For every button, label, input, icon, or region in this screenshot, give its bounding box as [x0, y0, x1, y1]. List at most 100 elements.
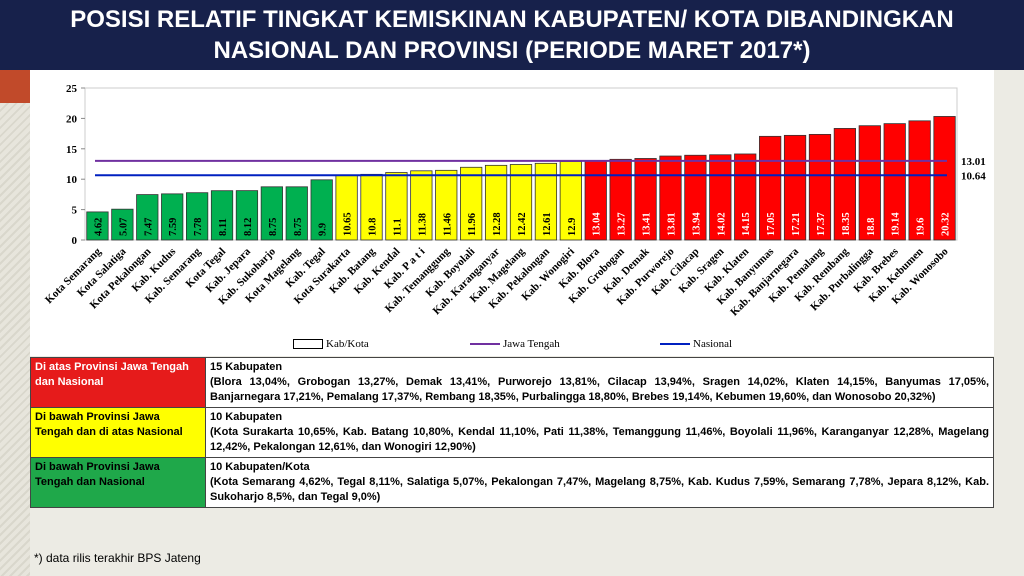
bar [659, 155, 682, 241]
bar [435, 169, 458, 241]
category-cell-between: Di bawah Provinsi Jawa Tengah dan di ata… [30, 407, 206, 458]
legend-swatch-nasional [660, 343, 690, 345]
data-label: 13.81 [666, 212, 677, 236]
bar [260, 186, 283, 241]
data-label: 7.47 [143, 218, 154, 236]
data-label: 11.1 [392, 218, 403, 236]
data-label: 14.02 [716, 212, 727, 236]
bar [684, 154, 707, 241]
data-label: 8.75 [293, 218, 304, 236]
category-cell-above: Di atas Provinsi Jawa Tengah dan Nasiona… [30, 357, 206, 408]
legend-item-kabkota: Kab/Kota [293, 338, 369, 350]
bar [410, 170, 433, 241]
data-label: 19.6 [916, 218, 927, 236]
bar [759, 135, 782, 241]
bar [908, 120, 931, 241]
data-label: 18.8 [866, 218, 877, 236]
data-label: 11.46 [442, 213, 453, 236]
bar [86, 211, 109, 241]
bar [310, 179, 333, 241]
bar [858, 125, 881, 241]
classification-table: Di atas Provinsi Jawa Tengah dan Nasiona… [30, 357, 994, 508]
detail-cell-between: 10 Kabupaten (Kota Surakarta 10,65%, Kab… [205, 407, 994, 458]
row-count: 15 Kabupaten [210, 361, 283, 373]
left-decoration [0, 70, 30, 576]
title-line-2: NASIONAL DAN PROVINSI (PERIODE MARET 201… [213, 37, 811, 64]
category-cell-below: Di bawah Provinsi Jawa Tengah dan Nasion… [30, 457, 206, 508]
data-label: 13.94 [691, 212, 702, 236]
data-label: 13.41 [642, 212, 653, 236]
data-label: 8.11 [218, 218, 229, 236]
data-label: 13.27 [617, 212, 628, 236]
bar [161, 193, 184, 241]
chart-legend: Kab/Kota Jawa Tengah Nasional [0, 338, 994, 354]
footnote: *) data rilis terakhir BPS Jateng [34, 551, 201, 565]
bar [509, 164, 533, 241]
data-label: 8.12 [243, 218, 254, 236]
bar [484, 164, 508, 241]
bar [883, 123, 906, 241]
bar [609, 158, 632, 241]
reference-line-label: 13.01 [961, 156, 986, 168]
bar [285, 186, 308, 241]
data-label: 10.8 [368, 218, 379, 236]
data-label: 12.61 [542, 212, 553, 236]
title-line-1: POSISI RELATIF TINGKAT KEMISKINAN KABUPA… [70, 6, 954, 33]
bar [534, 162, 558, 241]
bar [235, 190, 259, 241]
data-label: 11.96 [467, 213, 478, 236]
data-label: 5.07 [118, 218, 129, 236]
table-row: Di bawah Provinsi Jawa Tengah dan Nasion… [30, 457, 994, 508]
bar [186, 192, 209, 241]
legend-label-jateng: Jawa Tengah [503, 338, 560, 350]
legend-label-kabkota: Kab/Kota [326, 338, 369, 350]
y-tick-label: 5 [72, 205, 78, 217]
bar [210, 190, 234, 241]
data-label: 8.75 [268, 218, 279, 236]
y-tick-label: 15 [66, 144, 78, 156]
bar [833, 128, 856, 241]
bar [385, 172, 408, 241]
y-tick-label: 20 [66, 113, 78, 125]
table-row: Di bawah Provinsi Jawa Tengah dan di ata… [30, 407, 994, 458]
bar [136, 194, 159, 241]
y-tick-label: 0 [72, 235, 78, 247]
row-count: 10 Kabupaten/Kota [210, 461, 310, 473]
legend-item-nasional: Nasional [660, 338, 732, 350]
legend-item-jateng: Jawa Tengah [470, 338, 560, 350]
chart-area: 0 5 10 15 20 25 4.62 Kota Semarang 5.07 Kota Sala… [30, 70, 994, 356]
data-label: 11.38 [417, 213, 428, 236]
detail-cell-below: 10 Kabupaten/Kota (Kota Semarang 4,62%, … [205, 457, 994, 508]
data-label: 20.32 [941, 212, 952, 236]
row-count: 10 Kabupaten [210, 411, 283, 423]
data-label: 4.62 [93, 218, 104, 236]
data-label: 12.9 [567, 218, 578, 236]
legend-swatch-kabkota [293, 339, 323, 349]
table-row: Di atas Provinsi Jawa Tengah dan Nasiona… [30, 357, 994, 408]
data-label: 18.35 [841, 212, 852, 236]
legend-swatch-jateng [470, 343, 500, 345]
row-detail: (Kota Semarang 4,62%, Tegal 8,11%, Salat… [210, 476, 989, 503]
data-label: 13.04 [592, 212, 603, 236]
detail-cell-above: 15 Kabupaten (Blora 13,04%, Grobogan 13,… [205, 357, 994, 408]
page-title: POSISI RELATIF TINGKAT KEMISKINAN KABUPA… [40, 4, 984, 66]
bar [634, 158, 657, 241]
data-label: 17.21 [791, 212, 802, 236]
data-label: 7.78 [193, 218, 204, 236]
data-label: 12.28 [492, 212, 503, 236]
data-label: 19.14 [891, 212, 902, 236]
data-label: 7.59 [168, 218, 179, 236]
reference-line-label: 10.64 [961, 170, 986, 182]
y-tick-label: 10 [66, 174, 78, 186]
data-label: 12.42 [517, 212, 528, 236]
data-label: 9.9 [318, 223, 329, 236]
data-label: 17.37 [816, 212, 827, 236]
data-label: 17.05 [766, 212, 777, 236]
bar [933, 116, 956, 241]
title-bar: POSISI RELATIF TINGKAT KEMISKINAN KABUPA… [0, 0, 1024, 70]
data-label: 14.15 [741, 212, 752, 236]
bar [460, 166, 483, 241]
y-tick-label: 25 [66, 83, 78, 95]
legend-label-nasional: Nasional [693, 338, 733, 350]
